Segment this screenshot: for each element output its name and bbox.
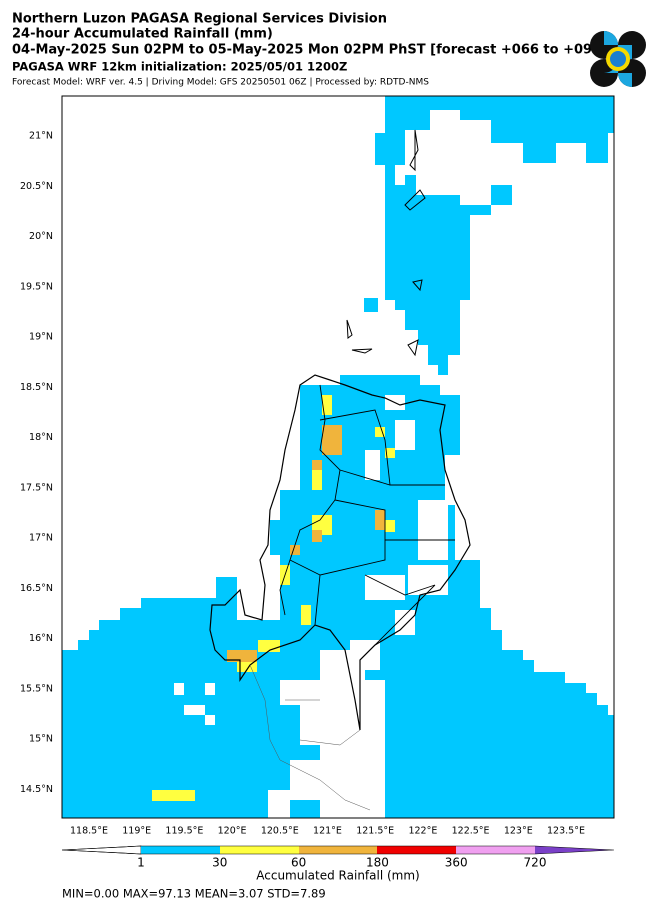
- map-frame: [61, 95, 615, 819]
- colorbar-title: Accumulated Rainfall (mm): [256, 869, 419, 883]
- colorbar-labels: 1 30 60 180 360 720: [137, 856, 546, 870]
- lat-label: 20°N: [29, 231, 53, 242]
- lat-label: 16.5°N: [20, 583, 53, 594]
- colorbar: 1 30 60 180 360 720 Accumulated Rainfall (mm): [61, 845, 615, 883]
- product-title: 24-hour Accumulated Rainfall (mm): [12, 27, 273, 42]
- lon-label: 121°E: [313, 826, 342, 837]
- org-title: Northern Luzon PAGASA Regional Services …: [12, 12, 387, 27]
- colorbar-label: 360: [445, 856, 468, 870]
- lon-label: 123°E: [504, 826, 533, 837]
- colorbar-label: 30: [212, 856, 227, 870]
- logo: [590, 31, 646, 87]
- lat-label: 21°N: [29, 131, 53, 142]
- lat-label: 18.5°N: [20, 382, 53, 393]
- model-info: Forecast Model: WRF ver. 4.5 | Driving M…: [12, 78, 429, 88]
- lat-label: 19°N: [29, 332, 53, 343]
- lon-label: 119.5°E: [165, 826, 203, 837]
- lon-label: 121.5°E: [356, 826, 394, 837]
- lat-label: 18°N: [29, 432, 53, 443]
- lon-labels: 118.5°E 119°E 119.5°E 120°E 120.5°E 121°E 121.…: [70, 826, 585, 837]
- lat-label: 17.5°N: [20, 482, 53, 493]
- colorbar-label: 180: [366, 856, 389, 870]
- init-title: PAGASA WRF 12km initialization: 2025/05/…: [12, 60, 347, 74]
- lon-label: 122.5°E: [452, 826, 490, 837]
- colorbar-label: 60: [291, 856, 306, 870]
- lat-label: 17°N: [29, 533, 53, 544]
- lat-labels: 21°N 20.5°N 20°N 19.5°N 19°N 18.5°N 18°N 17.5°N…: [20, 131, 53, 795]
- colorbar-label: 1: [137, 856, 145, 870]
- lon-label: 120.5°E: [261, 826, 299, 837]
- lat-label: 15°N: [29, 734, 53, 745]
- lon-label: 123.5°E: [547, 826, 585, 837]
- lat-label: 14.5°N: [20, 784, 53, 795]
- lat-label: 15.5°N: [20, 683, 53, 694]
- lat-label: 20.5°N: [20, 181, 53, 192]
- lon-label: 118.5°E: [70, 826, 108, 837]
- rainfall-field: [62, 96, 614, 818]
- colorbar-label: 720: [524, 856, 547, 870]
- stats: MIN=0.00 MAX=97.13 MEAN=3.07 STD=7.89: [62, 887, 326, 901]
- lat-label: 16°N: [29, 633, 53, 644]
- lon-label: 122°E: [408, 826, 437, 837]
- period-title: 04-May-2025 Sun 02PM to 05-May-2025 Mon …: [12, 43, 607, 58]
- lon-label: 119°E: [122, 826, 151, 837]
- header: Northern Luzon PAGASA Regional Services …: [12, 12, 607, 88]
- lon-label: 120°E: [218, 826, 247, 837]
- lat-label: 19.5°N: [20, 281, 53, 292]
